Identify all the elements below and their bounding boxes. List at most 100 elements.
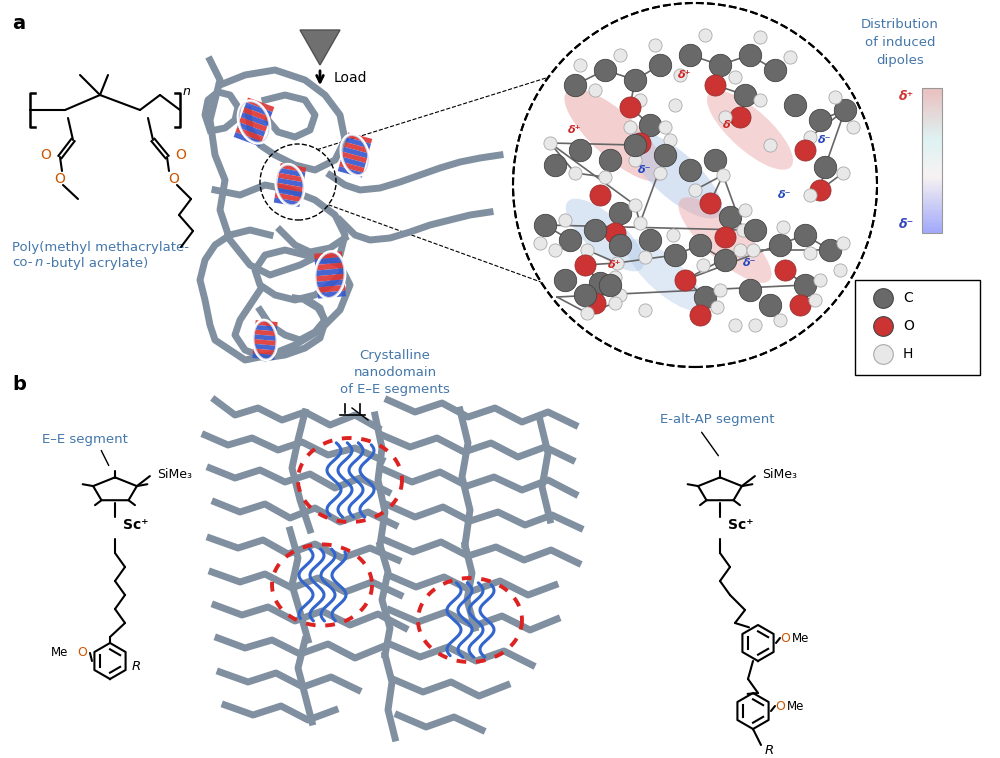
Ellipse shape — [678, 197, 772, 283]
Bar — [922, 190, 942, 192]
Text: Me: Me — [787, 700, 804, 713]
Bar — [922, 151, 942, 153]
Point — [802, 131, 818, 143]
Point — [642, 234, 658, 246]
Bar — [316, 268, 344, 276]
Point — [632, 137, 648, 149]
Text: O: O — [169, 172, 179, 186]
Point — [822, 244, 838, 256]
Point — [602, 279, 618, 291]
Point — [722, 211, 738, 223]
Text: δ⁻: δ⁻ — [778, 190, 792, 200]
Text: δ⁻: δ⁻ — [818, 135, 832, 145]
Point — [622, 101, 638, 113]
Bar — [922, 139, 942, 141]
Bar — [316, 274, 344, 282]
Bar — [922, 197, 942, 199]
Point — [662, 134, 678, 146]
Point — [577, 259, 593, 271]
Bar — [253, 349, 275, 356]
Point — [812, 114, 828, 126]
Text: E–E segment: E–E segment — [42, 434, 128, 446]
Point — [835, 167, 851, 179]
Point — [875, 292, 891, 304]
Point — [797, 229, 813, 241]
Bar — [922, 141, 942, 143]
Bar — [254, 334, 276, 341]
Point — [742, 284, 758, 296]
Text: O: O — [176, 148, 186, 162]
Bar — [315, 262, 343, 271]
Point — [612, 289, 628, 301]
Point — [667, 99, 683, 111]
Bar — [922, 114, 942, 117]
Bar — [922, 110, 942, 112]
Bar — [922, 158, 942, 161]
Bar — [922, 199, 942, 202]
Bar — [243, 108, 271, 122]
Point — [612, 239, 628, 251]
Bar — [922, 108, 942, 110]
Bar — [922, 194, 942, 197]
Bar — [922, 153, 942, 155]
Bar — [279, 168, 305, 177]
Bar — [922, 129, 942, 131]
Bar — [255, 325, 277, 331]
Point — [592, 189, 608, 201]
Point — [707, 79, 723, 91]
Text: co-: co- — [12, 256, 32, 270]
Point — [587, 84, 603, 96]
Point — [607, 271, 623, 283]
Text: δ⁺: δ⁺ — [723, 120, 737, 130]
Point — [597, 64, 613, 76]
Point — [762, 139, 778, 151]
Bar — [922, 136, 942, 139]
Text: Me: Me — [792, 631, 809, 644]
Bar — [315, 257, 343, 265]
Text: SiMe₃: SiMe₃ — [157, 468, 192, 481]
Bar — [318, 290, 346, 299]
Point — [627, 139, 643, 151]
Point — [579, 244, 595, 256]
Point — [875, 320, 891, 332]
Point — [812, 184, 828, 196]
Point — [787, 99, 803, 111]
Point — [832, 264, 848, 276]
Bar — [317, 280, 345, 287]
Point — [717, 231, 733, 243]
Text: δ⁻: δ⁻ — [638, 165, 652, 175]
Point — [637, 251, 653, 263]
Point — [547, 244, 563, 256]
Bar — [922, 100, 942, 102]
Point — [687, 184, 703, 196]
Text: R: R — [765, 744, 774, 757]
Point — [702, 197, 718, 209]
Point — [567, 79, 583, 91]
Bar — [317, 285, 345, 293]
Text: δ⁺: δ⁺ — [568, 125, 582, 135]
Bar — [922, 131, 942, 134]
Bar — [922, 228, 942, 230]
Bar — [922, 124, 942, 127]
Text: Crystalline
nanodomain
of E–E segments: Crystalline nanodomain of E–E segments — [340, 349, 450, 396]
Point — [665, 229, 681, 241]
Ellipse shape — [707, 90, 793, 170]
Point — [667, 249, 683, 261]
Point — [717, 254, 733, 266]
Point — [732, 244, 748, 256]
Text: O: O — [775, 700, 785, 713]
Bar — [234, 132, 262, 146]
Point — [672, 69, 688, 81]
Bar — [255, 320, 278, 327]
Point — [572, 59, 588, 71]
Point — [609, 257, 625, 269]
Point — [717, 111, 733, 123]
Text: δ⁻: δ⁻ — [743, 258, 757, 268]
Point — [712, 59, 728, 71]
Point — [697, 291, 713, 303]
Bar — [343, 147, 368, 158]
Point — [777, 264, 793, 276]
Bar — [922, 230, 942, 233]
Text: δ⁺: δ⁺ — [899, 89, 914, 102]
Point — [627, 154, 643, 166]
